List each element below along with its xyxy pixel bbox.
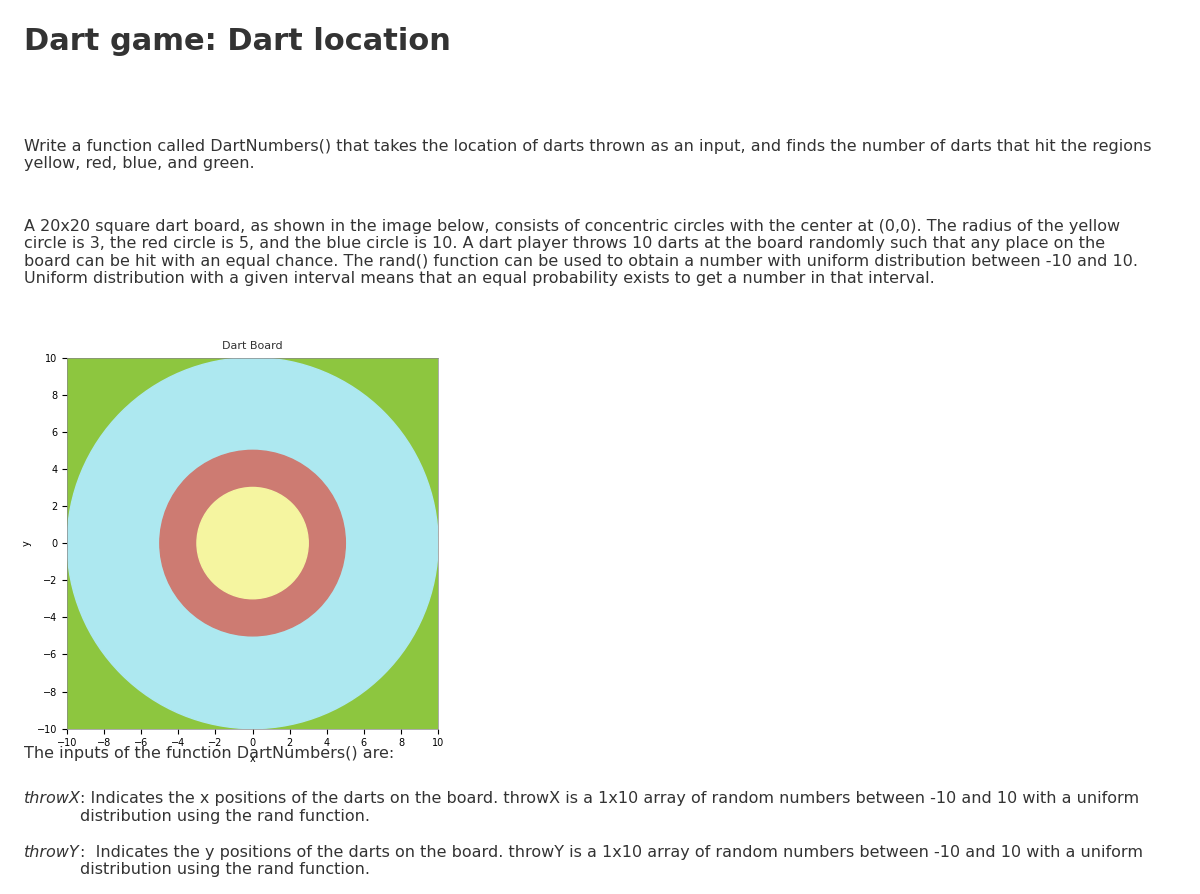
Circle shape [160,451,346,636]
Text: throwY: throwY [24,845,79,860]
Title: Dart Board: Dart Board [222,342,283,351]
Text: Dart game: Dart location: Dart game: Dart location [24,27,451,55]
Circle shape [197,487,308,599]
Text: The inputs of the function DartNumbers() are:: The inputs of the function DartNumbers()… [24,746,395,762]
Text: throwX: throwX [24,791,80,806]
Text: Write a function called DartNumbers() that takes the location of darts thrown as: Write a function called DartNumbers() th… [24,139,1152,171]
X-axis label: x: x [250,754,256,763]
Circle shape [67,358,438,729]
Text: A 20x20 square dart board, as shown in the image below, consists of concentric c: A 20x20 square dart board, as shown in t… [24,219,1138,286]
Y-axis label: y: y [22,540,31,546]
Text: :  Indicates the y positions of the darts on the board. throwY is a 1x10 array o: : Indicates the y positions of the darts… [80,845,1144,877]
Text: : Indicates the x positions of the darts on the board. throwX is a 1x10 array of: : Indicates the x positions of the darts… [80,791,1140,823]
